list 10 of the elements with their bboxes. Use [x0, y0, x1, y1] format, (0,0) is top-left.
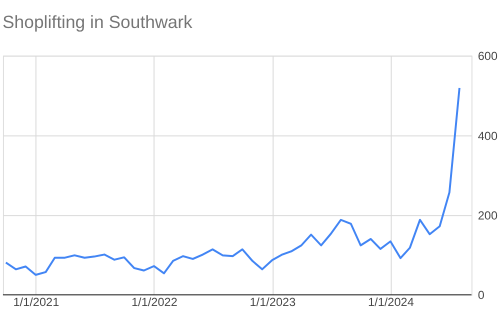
x-tick-label: 1/1/2022	[131, 295, 178, 310]
x-tick-label: 1/1/2024	[368, 295, 414, 310]
y-tick-label: 200	[478, 208, 498, 223]
chart-title: Shoplifting in Southwark	[2, 12, 193, 32]
x-tick-label: 1/1/2021	[13, 295, 60, 310]
y-tick-label: 400	[478, 128, 498, 143]
line-series	[4, 86, 460, 276]
y-tick-label: 600	[478, 49, 498, 64]
x-tick-label: 1/1/2023	[250, 295, 296, 310]
y-tick-label: 0	[478, 288, 485, 302]
